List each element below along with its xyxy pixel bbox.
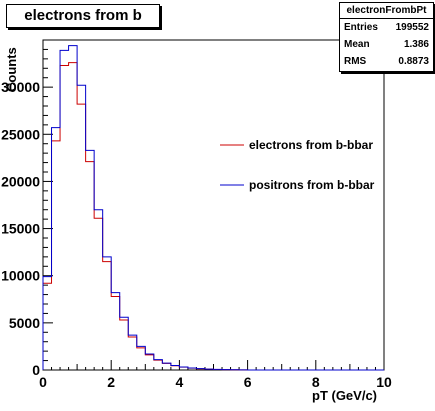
stats-row-mean: Mean 1.386 (340, 36, 433, 53)
x-tick-label: 4 (176, 374, 184, 390)
stats-label: Mean (344, 39, 370, 50)
y-tick-label: 10000 (1, 268, 40, 284)
x-tick-label: 2 (107, 374, 115, 390)
stats-label: RMS (344, 56, 367, 67)
x-axis-label: pT (GeV/c) (312, 388, 378, 403)
legend: electrons from b-bbar positrons from b-bb… (220, 138, 375, 192)
x-tick-label: 8 (312, 374, 320, 390)
plot-frame (42, 39, 385, 371)
stats-row-rms: RMS 0.8873 (340, 53, 433, 70)
stats-box: electronFrombPt Entries 199552 Mean 1.38… (339, 2, 434, 72)
histogram-series (42, 45, 384, 371)
stats-value: 0.8873 (398, 56, 429, 67)
y-tick-label: 15000 (1, 221, 40, 237)
y-tick-label: 25000 (1, 126, 40, 142)
chart-title: electrons from b (6, 4, 160, 28)
x-tick-label: 6 (244, 374, 252, 390)
stats-row-entries: Entries 199552 (340, 19, 433, 36)
stats-histogram-name: electronFrombPt (340, 3, 433, 19)
y-tick-label: 5000 (9, 315, 40, 331)
legend-label: positrons from b-bbar (249, 178, 375, 192)
axis-ticks: 0 2 4 6 8 10 0 5000 10000 15000 20000 25000 30000 (1, 39, 392, 390)
y-tick-label: 30000 (1, 79, 40, 95)
stats-label: Entries (344, 22, 378, 33)
x-tick-label: 0 (39, 374, 47, 390)
y-axis-label: Counts (4, 47, 19, 92)
y-tick-label: 0 (32, 362, 40, 378)
legend-label: electrons from b-bbar (249, 138, 373, 152)
x-tick-label: 10 (376, 374, 392, 390)
stats-value: 199552 (395, 22, 429, 33)
stats-value: 1.386 (403, 39, 429, 50)
series-positrons-line (42, 45, 384, 371)
y-tick-label: 20000 (1, 173, 40, 189)
